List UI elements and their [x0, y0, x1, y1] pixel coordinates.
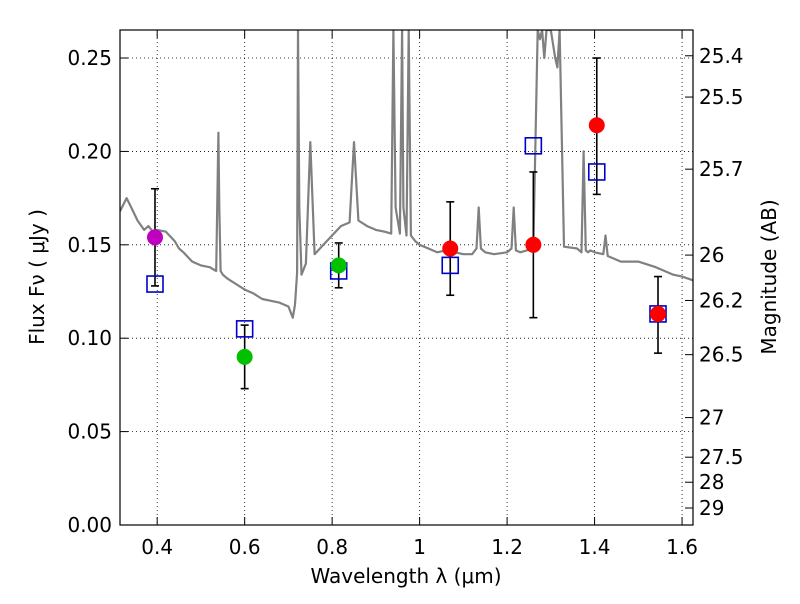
mag-tick-label: 25.5	[699, 85, 744, 109]
x-tick-label: 0.8	[316, 535, 348, 559]
mag-tick-label: 27	[699, 406, 724, 430]
y2-axis-title: Magnitude (AB)	[757, 199, 781, 354]
model-square-marker	[235, 320, 254, 338]
y-tick-label: 0.20	[67, 139, 112, 163]
y-axis-title: Flux Fν ( μJy )	[25, 209, 49, 345]
x-tick-label: 1.2	[491, 535, 523, 559]
mag-tick-label: 27.5	[699, 445, 744, 469]
photometry-point	[588, 117, 605, 134]
y-tick-label: 0.00	[67, 513, 112, 537]
spectrum-line	[120, 30, 693, 319]
photometry-point	[442, 240, 459, 257]
photometry-point	[146, 229, 163, 246]
x-tick-label: 0.6	[229, 535, 261, 559]
ticks: 0.4 0.6 0.8 1 1.2 1.4 1.6 0.00 0.05 0.10 0.15 0.20 0…	[67, 30, 744, 559]
model-square-marker	[146, 275, 164, 293]
mag-tick-label: 25.7	[699, 157, 744, 181]
data-layer	[120, 30, 693, 390]
x-tick-label: 1.6	[666, 535, 698, 559]
x-tick-label: 1	[413, 535, 426, 559]
model-square-marker	[524, 137, 543, 155]
y-tick-label: 0.25	[67, 46, 112, 70]
y-tick-label: 0.10	[67, 326, 112, 350]
y-tick-label: 0.15	[67, 233, 112, 257]
x-tick-label: 0.4	[141, 535, 173, 559]
x-axis-title: Wavelength λ (μm)	[310, 564, 501, 588]
mag-tick-label: 26.2	[699, 288, 744, 312]
photometry-point	[236, 348, 253, 365]
mag-tick-label: 25.4	[699, 44, 744, 68]
grid	[120, 30, 693, 525]
y-tick-label: 0.05	[67, 420, 112, 444]
model-square-marker	[441, 256, 460, 275]
mag-tick-label: 26	[699, 243, 724, 267]
mag-tick-label: 29	[699, 496, 724, 520]
photometry-point	[650, 305, 667, 322]
photometry-point	[525, 236, 542, 253]
plot-frame	[119, 29, 694, 526]
photometry-point	[330, 257, 347, 274]
model-square-marker	[587, 163, 606, 181]
mag-tick-label: 26.5	[699, 343, 744, 367]
x-tick-label: 1.4	[579, 535, 611, 559]
mag-tick-label: 28	[699, 470, 724, 494]
